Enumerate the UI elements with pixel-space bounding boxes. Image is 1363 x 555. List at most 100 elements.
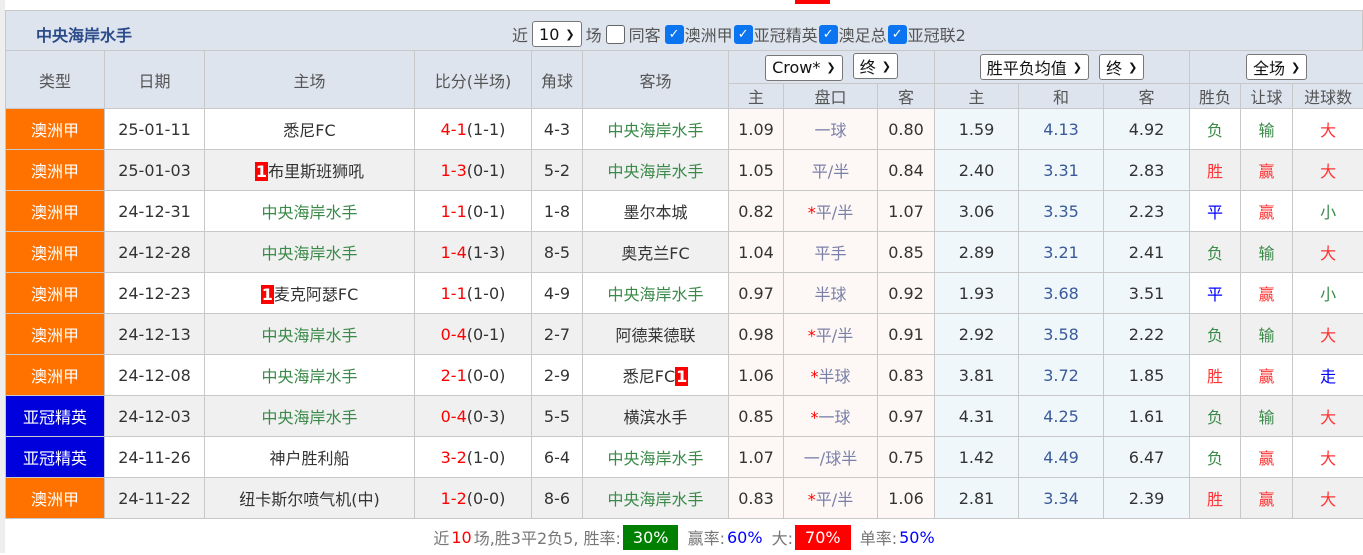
league-type[interactable]: 澳洲甲 (6, 109, 105, 150)
full-time-score: 1-4 (441, 243, 467, 262)
league-type[interactable]: 澳洲甲 (6, 191, 105, 232)
match-date: 24-12-31 (105, 191, 205, 232)
league-checkbox[interactable]: ✓ (819, 25, 838, 44)
score[interactable]: 2-1(0-0) (415, 355, 532, 396)
goals-result: 大 (1293, 232, 1363, 273)
home-team[interactable]: 1布里斯班狮吼 (205, 150, 415, 191)
league-checkbox[interactable]: ✓ (665, 25, 684, 44)
away-team[interactable]: 中央海岸水手 (583, 273, 729, 314)
away-team[interactable]: 墨尔本城 (583, 191, 729, 232)
top-indicator (795, 0, 830, 4)
away-team[interactable]: 中央海岸水手 (583, 478, 729, 519)
eu-away-odds: 2.39 (1104, 478, 1190, 519)
home-team[interactable]: 1麦克阿瑟FC (205, 273, 415, 314)
eu-home-odds: 2.81 (935, 478, 1019, 519)
home-team[interactable]: 中央海岸水手 (205, 355, 415, 396)
home-team-name: 布里斯班狮吼 (268, 162, 364, 181)
corners: 5-5 (532, 396, 583, 437)
away-team-name: 墨尔本城 (623, 203, 687, 222)
chevron-down-icon: ❯ (1073, 61, 1082, 74)
ah-line: 半球 (784, 273, 878, 314)
win-lose: 负 (1190, 396, 1241, 437)
away-team[interactable]: 悉尼FC1 (583, 355, 729, 396)
home-team-name: 纽卡斯尔喷气机(中) (239, 490, 380, 509)
goals-result: 大 (1293, 314, 1363, 355)
home-team[interactable]: 中央海岸水手 (205, 314, 415, 355)
score[interactable]: 1-4(1-3) (415, 232, 532, 273)
win-lose: 负 (1190, 314, 1241, 355)
league-checkbox[interactable]: ✓ (734, 25, 753, 44)
half-time-score: (1-1) (467, 120, 506, 139)
corners: 1-8 (532, 191, 583, 232)
over-rate-label: 大: (772, 525, 793, 549)
ah-line: *平/半 (784, 314, 878, 355)
win-lose: 平 (1190, 191, 1241, 232)
match-date: 24-12-03 (105, 396, 205, 437)
eu-draw-odds: 4.49 (1019, 437, 1104, 478)
score[interactable]: 1-3(0-1) (415, 150, 532, 191)
home-team[interactable]: 神户胜利船 (205, 437, 415, 478)
col-eu-draw: 和 (1019, 84, 1104, 109)
league-type[interactable]: 澳洲甲 (6, 355, 105, 396)
ah-line-value: 平/半 (816, 203, 853, 222)
home-team[interactable]: 悉尼FC (205, 109, 415, 150)
red-card-badge: 1 (261, 285, 274, 304)
score[interactable]: 0-4(0-3) (415, 396, 532, 437)
league-type[interactable]: 亚冠精英 (6, 396, 105, 437)
recent-count-select[interactable]: 10❯ (532, 21, 582, 47)
ah-line-value: 平/半 (816, 490, 853, 509)
eu-draw-odds: 4.13 (1019, 109, 1104, 150)
company-select[interactable]: Crow*❯ (765, 55, 843, 81)
match-date: 24-12-13 (105, 314, 205, 355)
home-team[interactable]: 纽卡斯尔喷气机(中) (205, 478, 415, 519)
recent-count-value: 10 (539, 25, 559, 44)
cover-rate-label: 赢率: (688, 525, 725, 549)
league-type[interactable]: 澳洲甲 (6, 150, 105, 191)
score[interactable]: 1-2(0-0) (415, 478, 532, 519)
score[interactable]: 0-4(0-1) (415, 314, 532, 355)
final-select-euro[interactable]: 终❯ (1099, 54, 1144, 80)
league-type[interactable]: 澳洲甲 (6, 273, 105, 314)
ah-home-odds: 1.04 (729, 232, 784, 273)
col-away: 客场 (583, 51, 729, 109)
chevron-down-icon: ❯ (1291, 61, 1300, 74)
table-row: 澳洲甲 24-12-23 1麦克阿瑟FC 1-1(1-0) 4-9 中央海岸水手… (6, 273, 1363, 314)
home-team[interactable]: 中央海岸水手 (205, 191, 415, 232)
table-row: 亚冠精英 24-12-03 中央海岸水手 0-4(0-3) 5-5 横滨水手 0… (6, 396, 1363, 437)
league-type[interactable]: 澳洲甲 (6, 478, 105, 519)
period-select[interactable]: 全场❯ (1246, 54, 1307, 80)
ah-home-odds: 0.82 (729, 191, 784, 232)
home-team-name: 中央海岸水手 (261, 203, 357, 222)
score[interactable]: 4-1(1-1) (415, 109, 532, 150)
home-team[interactable]: 中央海岸水手 (205, 232, 415, 273)
win-lose: 胜 (1190, 355, 1241, 396)
league-type[interactable]: 亚冠精英 (6, 437, 105, 478)
league-type[interactable]: 澳洲甲 (6, 232, 105, 273)
score[interactable]: 3-2(1-0) (415, 437, 532, 478)
final-select-asian[interactable]: 终❯ (853, 53, 898, 79)
away-team[interactable]: 横滨水手 (583, 396, 729, 437)
odds-type-select[interactable]: 胜平负均值❯ (980, 54, 1089, 80)
handicap-result: 输 (1241, 396, 1293, 437)
home-team[interactable]: 中央海岸水手 (205, 396, 415, 437)
eu-away-odds: 2.83 (1104, 150, 1190, 191)
eu-home-odds: 2.92 (935, 314, 1019, 355)
half-time-score: (0-3) (467, 407, 506, 426)
away-team[interactable]: 中央海岸水手 (583, 150, 729, 191)
away-team[interactable]: 奥克兰FC (583, 232, 729, 273)
score[interactable]: 1-1(1-0) (415, 273, 532, 314)
away-team[interactable]: 中央海岸水手 (583, 109, 729, 150)
win-rate-badge: 30% (623, 525, 679, 550)
away-team[interactable]: 中央海岸水手 (583, 437, 729, 478)
away-team[interactable]: 阿德莱德联 (583, 314, 729, 355)
col-ah-line: 盘口 (784, 84, 878, 109)
handicap-result: 赢 (1241, 437, 1293, 478)
league-checkbox[interactable]: ✓ (888, 25, 907, 44)
summary-prefix: 近 (433, 525, 449, 549)
full-time-score: 3-2 (441, 448, 467, 467)
score[interactable]: 1-1(0-1) (415, 191, 532, 232)
goals-result: 小 (1293, 273, 1363, 314)
league-type[interactable]: 澳洲甲 (6, 314, 105, 355)
same-venue-checkbox[interactable] (606, 25, 625, 44)
